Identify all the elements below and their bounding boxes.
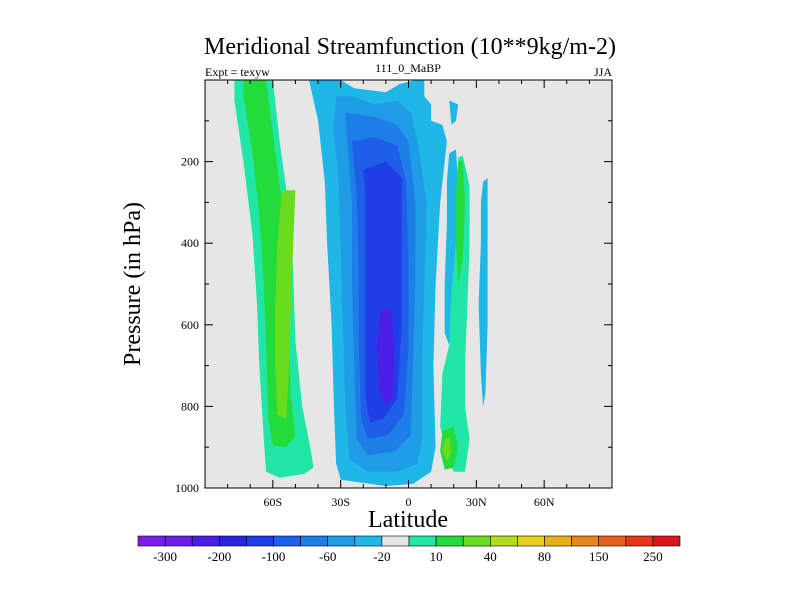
colorbar-box — [219, 535, 247, 547]
x-axis-label: Latitude — [368, 507, 448, 533]
center-label: 111_0_MaBP — [375, 61, 441, 75]
colorbar-box — [489, 535, 518, 547]
colorbar-box — [327, 535, 356, 547]
plot-area: 60S 30S 0 30N 60N 200 400 600 800 1000 — [175, 79, 613, 509]
colorbar-label: -300 — [153, 549, 177, 564]
colorbar-label: 40 — [484, 549, 497, 564]
colorbar-box — [517, 535, 545, 547]
colorbar-label: -60 — [319, 549, 336, 564]
colorbar-label: -20 — [373, 549, 390, 564]
colorbar-box — [354, 535, 383, 547]
chart-title: Meridional Streamfunction (10**9kg/m-2) — [204, 34, 616, 60]
colorbar-box — [408, 535, 437, 547]
colorbar-box — [191, 535, 220, 547]
colorbar-label: 80 — [538, 549, 551, 564]
contour-region-nh-positive-40 — [456, 159, 465, 284]
colorbar-box — [273, 535, 301, 547]
colorbar-box — [625, 535, 654, 547]
season-label: JJA — [594, 65, 612, 79]
colorbar-box — [164, 535, 193, 547]
x-tick-label: 60N — [534, 495, 555, 509]
colorbar-box — [300, 535, 329, 547]
colorbar-label: -200 — [207, 549, 231, 564]
y-axis-ticks: 200 400 600 800 1000 — [175, 120, 612, 495]
colorbar-box — [544, 535, 572, 547]
colorbar: -300 -200 -100 -60 -20 10 40 80 150 250 — [137, 535, 681, 564]
colorbar-box — [435, 535, 464, 547]
x-tick-label: 0 — [406, 495, 412, 509]
colorbar-label: 10 — [430, 549, 443, 564]
colorbar-box — [571, 535, 599, 547]
colorbar-box — [598, 535, 627, 547]
x-axis-ticks: 60S 30S 0 30N 60N — [204, 80, 613, 509]
colorbar-box — [652, 535, 681, 547]
colorbar-label: -100 — [262, 549, 286, 564]
colorbar-box — [462, 535, 491, 547]
colorbar-box — [381, 535, 410, 547]
y-tick-label: 600 — [181, 318, 199, 332]
x-tick-label: 30S — [331, 495, 350, 509]
colorbar-box — [246, 535, 274, 547]
x-tick-label: 30N — [466, 495, 487, 509]
y-tick-label: 200 — [181, 155, 199, 169]
y-tick-label: 1000 — [175, 481, 199, 495]
y-tick-label: 800 — [181, 399, 199, 413]
contour-region-sh-negative-200 — [376, 308, 395, 407]
contour-region-nh-negative-cell — [478, 177, 488, 407]
contour-regions — [234, 80, 488, 486]
x-tick-label: 60S — [263, 495, 282, 509]
colorbar-box — [137, 535, 166, 547]
colorbar-label: 250 — [643, 549, 663, 564]
y-axis-label: Pressure (in hPa) — [120, 202, 146, 366]
y-tick-label: 400 — [181, 236, 199, 250]
experiment-label: Expt = texyw — [205, 65, 270, 79]
colorbar-label: 150 — [589, 549, 609, 564]
contour-region-nh-negative-tongue — [444, 149, 459, 346]
contour-region-nh-negative-top — [449, 100, 459, 125]
contour-region-nh-positive-80 — [442, 437, 452, 462]
contour-region-sh-positive-80 — [275, 190, 296, 419]
